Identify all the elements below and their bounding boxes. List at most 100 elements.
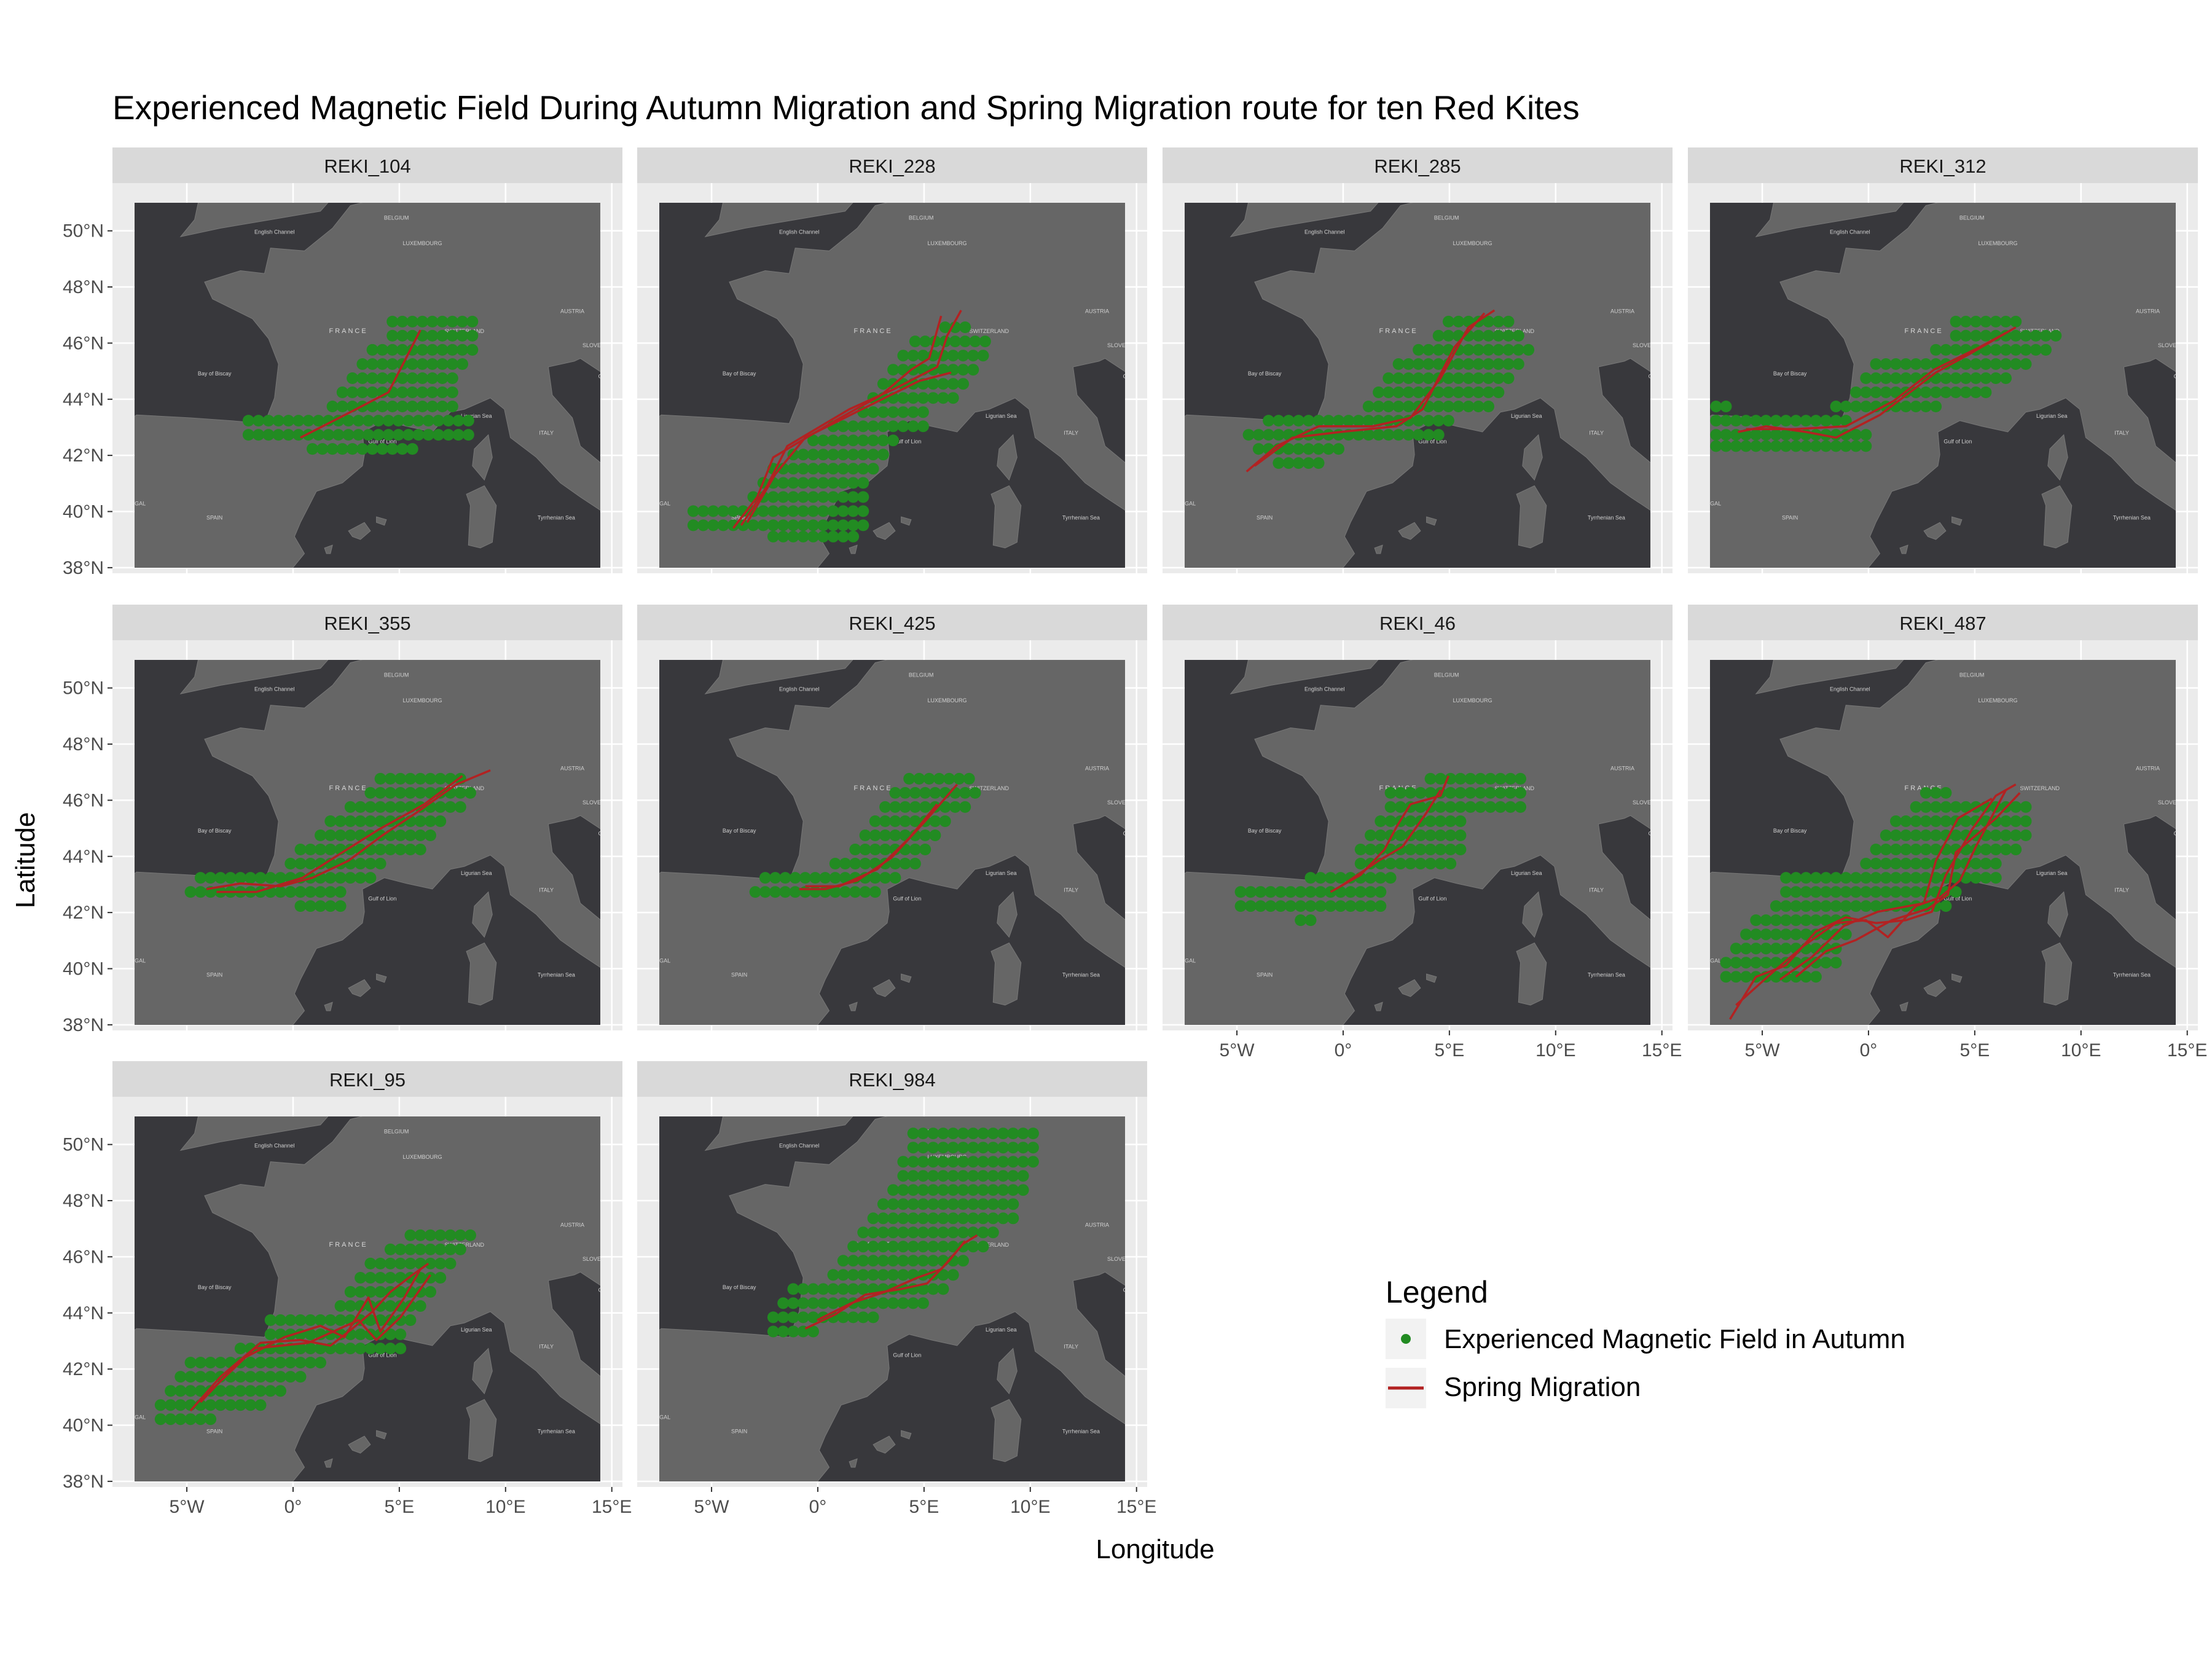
field-point xyxy=(214,1357,227,1369)
field-point xyxy=(1740,415,1752,427)
field-point xyxy=(254,872,267,884)
field-point xyxy=(1800,886,1812,898)
field-point xyxy=(436,401,449,412)
field-point xyxy=(787,1325,799,1338)
strip-label: REKI_46 xyxy=(1379,613,1456,634)
field-point xyxy=(827,463,839,475)
field-point xyxy=(1940,801,1952,813)
field-point xyxy=(374,1257,386,1269)
map-place-label: AUSTRIA xyxy=(1610,766,1634,772)
field-point xyxy=(847,449,860,461)
field-point xyxy=(807,505,819,517)
field-point xyxy=(1940,815,1952,827)
field-point xyxy=(386,329,399,342)
map-place-label: SWITZERLAND xyxy=(445,1242,485,1248)
field-point xyxy=(457,315,468,327)
spring-route-line xyxy=(1339,789,1441,887)
field-point xyxy=(1292,443,1304,455)
map-place-label: SLOVENIA xyxy=(1633,799,1660,806)
map-place-label: AUSTRIA xyxy=(560,308,584,315)
field-point xyxy=(857,463,869,475)
map-place-label: FRANCE xyxy=(329,327,367,335)
field-point xyxy=(909,844,921,855)
field-point xyxy=(165,1385,177,1397)
spring-route-line xyxy=(1253,312,1486,467)
field-point xyxy=(1304,900,1317,912)
field-point xyxy=(1950,343,1962,356)
field-point xyxy=(1244,886,1257,898)
field-point xyxy=(947,350,959,362)
field-point xyxy=(927,1142,939,1154)
field-point xyxy=(947,1170,959,1182)
field-point xyxy=(433,415,444,427)
map-place-label: Tyrrhenian Sea xyxy=(538,972,575,978)
y-tick-label: 50°N xyxy=(63,1135,104,1155)
land-corsica xyxy=(2047,434,2068,481)
field-point xyxy=(417,343,428,356)
field-point xyxy=(425,786,436,799)
field-point xyxy=(406,401,418,412)
field-point xyxy=(1940,372,1952,384)
land-minorca xyxy=(376,973,387,983)
field-point xyxy=(436,315,449,327)
field-point xyxy=(1504,801,1516,813)
field-point xyxy=(2020,358,2032,370)
field-point xyxy=(799,886,811,898)
field-point xyxy=(1750,943,1762,955)
field-point xyxy=(462,415,474,427)
field-point xyxy=(444,1243,457,1255)
field-point xyxy=(869,886,881,898)
field-point xyxy=(847,491,860,503)
field-point xyxy=(897,420,909,433)
map-place-label: Tyrrhenian Sea xyxy=(1062,515,1100,521)
field-point xyxy=(867,1311,879,1324)
field-point xyxy=(1750,957,1762,969)
field-point xyxy=(1890,372,1902,384)
field-point xyxy=(294,1357,307,1369)
field-point xyxy=(717,519,729,531)
field-point xyxy=(817,477,830,489)
field-point xyxy=(1434,772,1446,785)
field-point xyxy=(1472,372,1484,384)
map-place-label: Bay of Biscay xyxy=(1248,371,1282,377)
field-point xyxy=(847,1311,860,1324)
field-point xyxy=(849,858,861,869)
field-point xyxy=(917,392,929,404)
field-point xyxy=(1750,440,1762,452)
field-point xyxy=(897,392,909,404)
field-point xyxy=(344,830,356,841)
field-point xyxy=(1504,786,1516,799)
field-point xyxy=(879,830,892,841)
field-point xyxy=(797,1311,809,1324)
spring-route-line xyxy=(1330,775,1450,893)
field-point xyxy=(1304,914,1317,927)
field-point xyxy=(1900,358,1912,370)
field-point xyxy=(394,786,407,799)
field-point xyxy=(1492,343,1505,356)
field-point xyxy=(1282,443,1295,455)
field-point xyxy=(154,1399,167,1411)
field-point xyxy=(797,1283,809,1295)
field-point xyxy=(707,519,720,531)
field-point xyxy=(2010,815,2022,827)
map-place-label: English Channel xyxy=(254,686,295,692)
field-point xyxy=(364,872,377,884)
field-point xyxy=(889,786,901,799)
field-point xyxy=(1710,401,1722,412)
land-mainland xyxy=(1185,660,1650,1025)
field-point xyxy=(1890,401,1902,412)
y-tick-label: 44°N xyxy=(63,390,104,410)
field-point xyxy=(767,505,779,517)
field-point xyxy=(937,378,949,390)
field-point xyxy=(1800,971,1812,983)
field-point xyxy=(334,815,347,827)
field-point xyxy=(847,519,860,531)
field-point xyxy=(797,505,809,517)
field-point xyxy=(1454,830,1467,841)
field-point xyxy=(907,1255,919,1267)
field-point xyxy=(937,1128,949,1140)
field-point xyxy=(1910,872,1922,884)
field-point xyxy=(1017,1128,1029,1140)
